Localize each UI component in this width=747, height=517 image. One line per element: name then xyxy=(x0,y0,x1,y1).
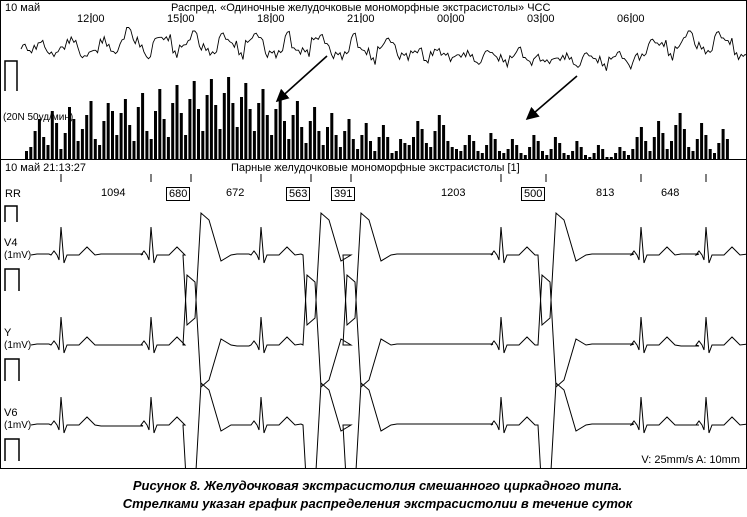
ecg-panel: 10 май 21:13:27 Парные желудочковые моно… xyxy=(0,160,747,469)
figure-caption: Рисунок 8. Желудочковая экстрасистолия с… xyxy=(0,469,747,512)
distribution-svg xyxy=(1,1,746,159)
figure-root: 10 май Распред. «Одиночные желудочковые … xyxy=(0,0,747,512)
caption-line1: Рисунок 8. Желудочковая экстрасистолия с… xyxy=(4,477,747,495)
distribution-panel: 10 май Распред. «Одиночные желудочковые … xyxy=(0,0,747,160)
caption-line2: Стрелками указан график распределения эк… xyxy=(4,495,747,513)
ecg-svg xyxy=(1,160,746,468)
